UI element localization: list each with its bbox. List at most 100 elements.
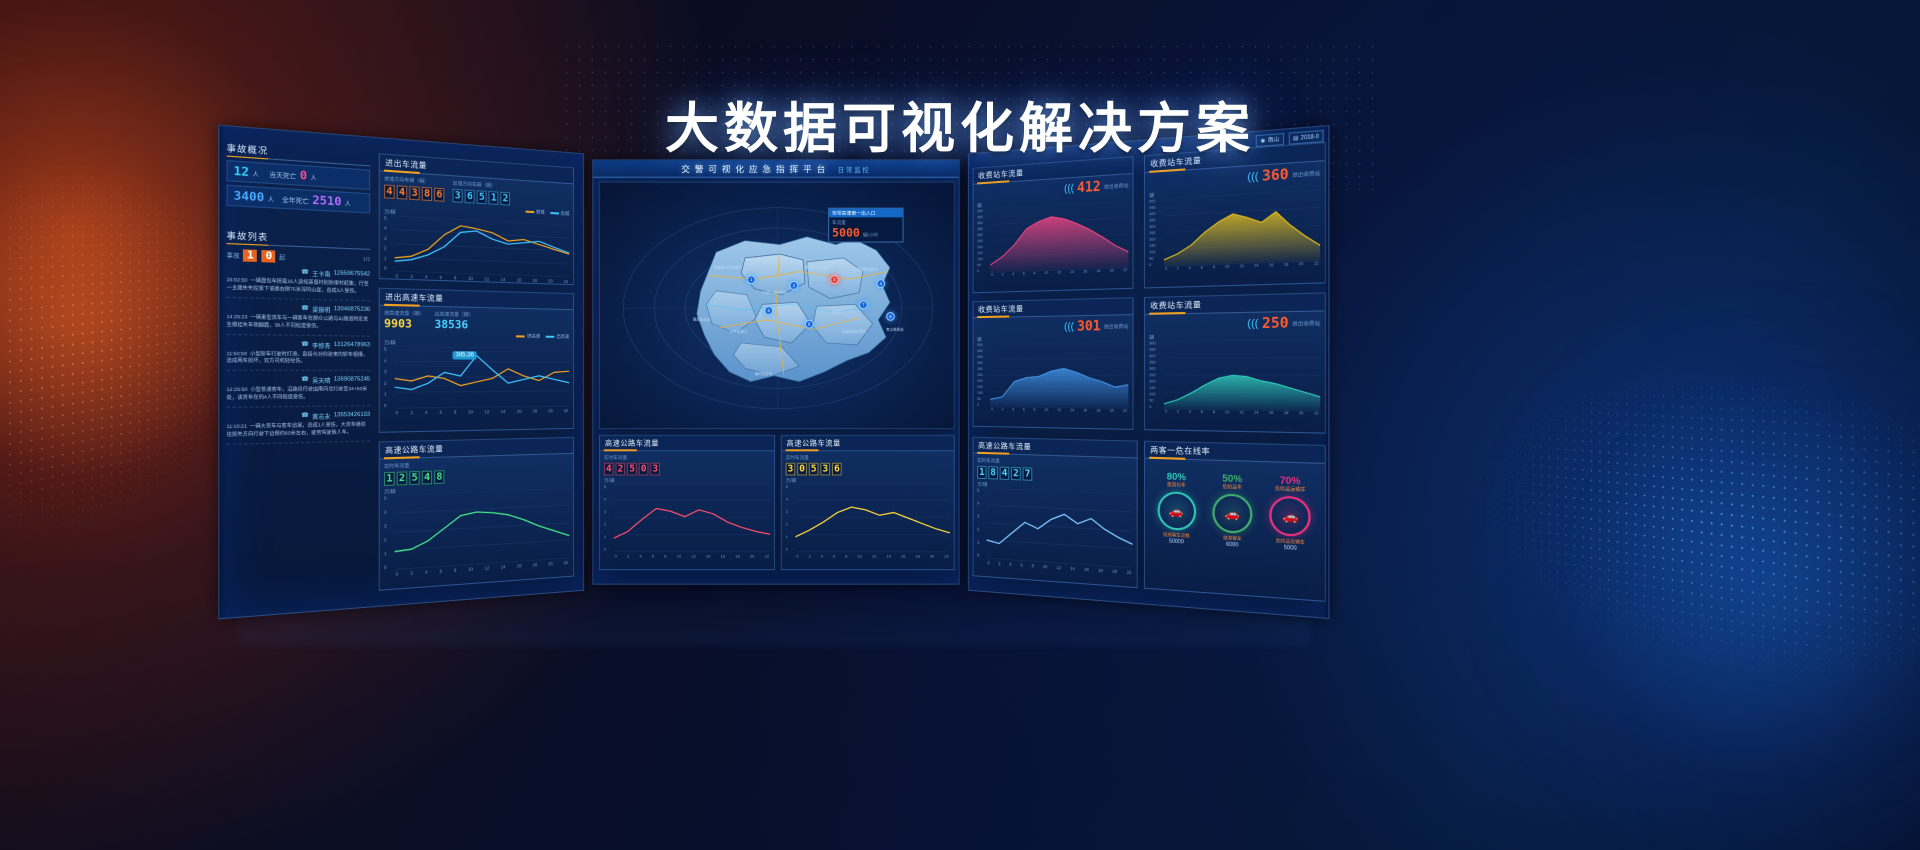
wall-segment-right: ◉ 南山 ▤ 2018-0 收费站车流量(((412 进出收费站辆 500 450 40…	[967, 124, 1330, 620]
yaxis-unit: 万/辆	[785, 479, 797, 485]
chart-toll-1: 500 450 400 350 300 250 200 150 100 50 0 0 2 4 6 8 10 12 1…	[1149, 189, 1321, 277]
card-toll-1: 收费站车流量(((360 进出收费站辆 500 450 400 350 300 250 200 1…	[1143, 142, 1326, 289]
accident-list-item[interactable]: ☎ 吴天晴 13690875245 12:25:50 小型普通客车，沿路段行驶由南向北…	[226, 376, 371, 409]
counter-digit: 5	[627, 462, 637, 476]
toll-value-0: 412	[1077, 179, 1101, 197]
y-tick: 150	[1149, 385, 1156, 391]
x-tick: 16	[1083, 408, 1088, 413]
year-injured-value: 3400	[233, 188, 265, 205]
x-tick: 6	[1200, 409, 1203, 415]
x-tick: 0	[991, 272, 994, 277]
y-tick: 3	[384, 523, 387, 529]
map-callout[interactable]: 安坝高速第一出入口 车流量 5000 辆/小时	[828, 207, 904, 243]
y-tick: 4	[785, 496, 788, 502]
map-svg	[600, 183, 955, 429]
map-pin-3[interactable]: 3	[830, 275, 839, 285]
online-rate-item[interactable]: 70% 危险品运输车 🚗 危险品运输车 5000	[1269, 474, 1312, 552]
accident-list-item[interactable]: ☎ 黄志永 13553426193 11:10:21 一辆大货车与客车追尾，造成1人受…	[226, 411, 371, 445]
highway-out-value: 38536	[434, 317, 469, 332]
y-tick: 100	[1149, 249, 1156, 255]
highway-sub-1: 实时车流量	[603, 456, 628, 461]
y-tick: 250	[1149, 373, 1156, 378]
chart-tooltip: 385.36	[452, 351, 477, 360]
map-pin-1[interactable]: 1	[746, 275, 756, 285]
map-pin-5[interactable]: 5	[764, 306, 774, 315]
x-tick: 16	[1268, 410, 1274, 416]
y-tick: 4	[977, 500, 980, 506]
chart-svg	[395, 347, 570, 411]
y-tick: 5	[603, 484, 607, 489]
x-tick: 8	[845, 553, 848, 559]
highway-in-value: 9903	[384, 316, 412, 331]
y-tick: 0	[384, 265, 387, 271]
signal-wave-icon: (((	[1064, 183, 1075, 196]
x-tick: 10	[676, 553, 682, 559]
map-container[interactable]: 1 2 3 4 5 6 7 8 高速路出口收费站 大望沙溪收费站 黄龙高速公路出口 东湖高速收费站银…	[599, 181, 955, 430]
x-tick: 12	[1057, 407, 1062, 413]
y-tick: 3	[603, 509, 607, 515]
y-tick: 200	[1149, 379, 1156, 384]
accident-time: 11:50:50	[226, 350, 248, 356]
x-tick: 2	[1001, 407, 1004, 412]
accident-list-item[interactable]: ☎ 王卡南 12659675542 15:02:50 一辆面包车搭载15人途经基督村别…	[226, 266, 371, 302]
y-tick: 1	[384, 255, 387, 261]
y-tick: 2	[603, 521, 607, 527]
x-tick: 20	[1109, 268, 1114, 273]
accident-contact: ☎ 李修青 13126478963	[227, 340, 370, 350]
accident-count-digit: 1	[243, 249, 258, 263]
x-tick: 8	[453, 409, 457, 415]
toll-value-3: 250	[1261, 315, 1289, 333]
map-pin-4[interactable]: 4	[876, 279, 886, 288]
y-tick: 3	[785, 509, 788, 515]
y-tick: 400	[977, 355, 983, 360]
rate-sub-value: 6000	[1226, 541, 1239, 549]
x-tick: 12	[1057, 270, 1062, 275]
x-tick: 16	[900, 553, 906, 559]
year-injured-unit: 人	[267, 197, 275, 205]
map-pin-6[interactable]: 6	[804, 319, 814, 329]
y-tick: 4	[384, 357, 387, 364]
callout-value: 5000	[831, 226, 860, 240]
curved-video-wall: 事故概况 12 人 当天死亡 0 人 3400 人 全年死亡 2510 人	[218, 124, 1330, 620]
y-tick: 5	[785, 484, 788, 489]
counter-digit: 0	[797, 462, 807, 476]
accident-time: 11:10:21	[226, 423, 248, 430]
map-pin-8[interactable]: 8	[886, 312, 895, 321]
accident-time: 12:25:50	[226, 386, 248, 393]
accident-list-pager[interactable]: 1/2	[363, 257, 371, 263]
counter-digit: 4	[396, 185, 408, 200]
chart-svg	[395, 488, 570, 572]
x-tick: 20	[548, 561, 553, 567]
counter-digit: 4	[384, 184, 395, 199]
y-tick: 4	[603, 496, 607, 502]
y-tick: 150	[1149, 243, 1156, 249]
map-label-0: 高速路出口收费站	[714, 265, 742, 270]
accident-list[interactable]: ☎ 王卡南 12659675542 15:02:50 一辆面包车搭载15人途经基督村别…	[226, 266, 371, 445]
y-axis: 500 450 400 350 300 250 200 150 100 50 0	[1149, 341, 1155, 409]
accident-list-item[interactable]: ☎ 李修青 13126478963 11:50:50 小型轿车行驶时打滑，直接与对向驶…	[226, 340, 371, 372]
online-rate-item[interactable]: 50% 危险品车 🚗 旅游客车 6000	[1212, 473, 1253, 550]
platform-mode[interactable]: 日常监控	[837, 166, 871, 174]
x-tick: 14	[1254, 410, 1259, 415]
online-rate-item[interactable]: 80% 旅游包车 🚗 班线客车总数 50000	[1157, 471, 1196, 546]
map-pin-2[interactable]: 2	[789, 281, 799, 290]
year-death-unit: 人	[344, 201, 351, 209]
y-tick: 2	[785, 521, 788, 527]
map-pin-7[interactable]: 7	[859, 300, 868, 310]
counter-digit: 4	[421, 470, 433, 485]
chart-toll-3: 500 450 400 350 300 250 200 150 100 50 0 0 2 4 6 8 10 12 1…	[1149, 340, 1321, 423]
y-tick: 400	[977, 221, 983, 226]
x-tick: 16	[516, 277, 522, 283]
x-tick: 10	[857, 553, 862, 559]
x-tick: 10	[468, 409, 473, 415]
accident-list-item[interactable]: ☎ 梁振明 13046875236 14:25:23 一辆重型货车与一辆客车在群众公路…	[226, 303, 371, 337]
counter-digit: 2	[1011, 466, 1021, 481]
x-tick: 4	[1009, 561, 1012, 567]
counter-digit: 5	[476, 190, 487, 205]
x-tick: 10	[1044, 407, 1049, 412]
